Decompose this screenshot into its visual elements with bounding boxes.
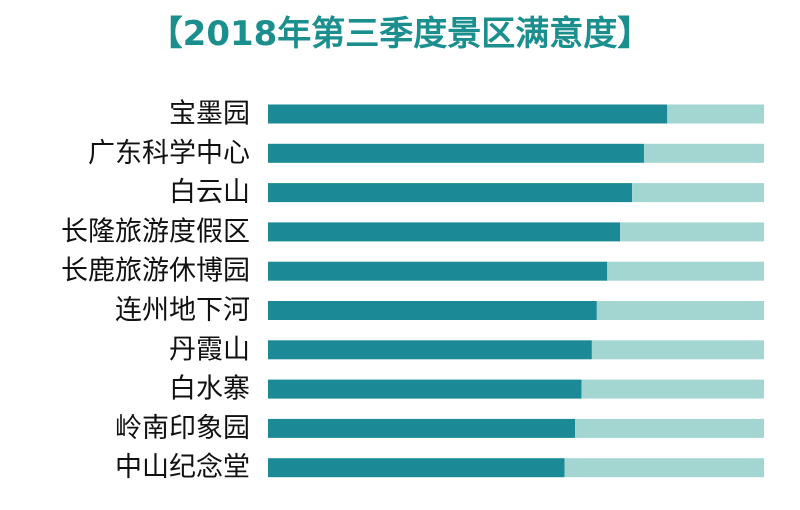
bar-score [268, 458, 565, 478]
bar-score [268, 183, 633, 203]
bar-remainder [632, 183, 764, 203]
category-label: 白云山 [169, 177, 250, 208]
bar-score [268, 222, 621, 242]
bar-remainder [581, 379, 764, 399]
category-label: 长隆旅游度假区 [61, 216, 250, 247]
bar-score [268, 104, 668, 124]
category-label: 连州地下河 [115, 295, 250, 326]
bar-remainder [667, 104, 764, 124]
category-label: 白水寨 [169, 374, 250, 405]
bar-score [268, 379, 582, 399]
bar-score [268, 340, 592, 360]
chart-title: 【2018年第三季度景区满意度】 [148, 14, 652, 54]
bar-remainder [564, 458, 764, 478]
bar-remainder [575, 418, 764, 438]
category-labels: 宝墨园广东科学中心白云山长隆旅游度假区长鹿旅游休博园连州地下河丹霞山白水寨岭南印… [61, 99, 250, 484]
bar-score [268, 418, 576, 438]
bar-score [268, 143, 644, 163]
bar-remainder [620, 222, 764, 242]
bar-score [268, 301, 597, 320]
category-label: 广东科学中心 [88, 138, 250, 169]
bar-remainder [643, 143, 764, 163]
bar-remainder [591, 340, 764, 360]
bar-remainder [596, 301, 764, 320]
bar-score [268, 261, 608, 281]
category-label: 丹霞山 [169, 334, 250, 365]
bar-remainder [607, 261, 764, 281]
category-label: 中山纪念堂 [115, 452, 250, 483]
category-label: 宝墨园 [169, 99, 250, 130]
category-label: 岭南印象园 [115, 413, 250, 444]
bars [268, 104, 764, 478]
category-label: 长鹿旅游休博园 [61, 256, 250, 287]
